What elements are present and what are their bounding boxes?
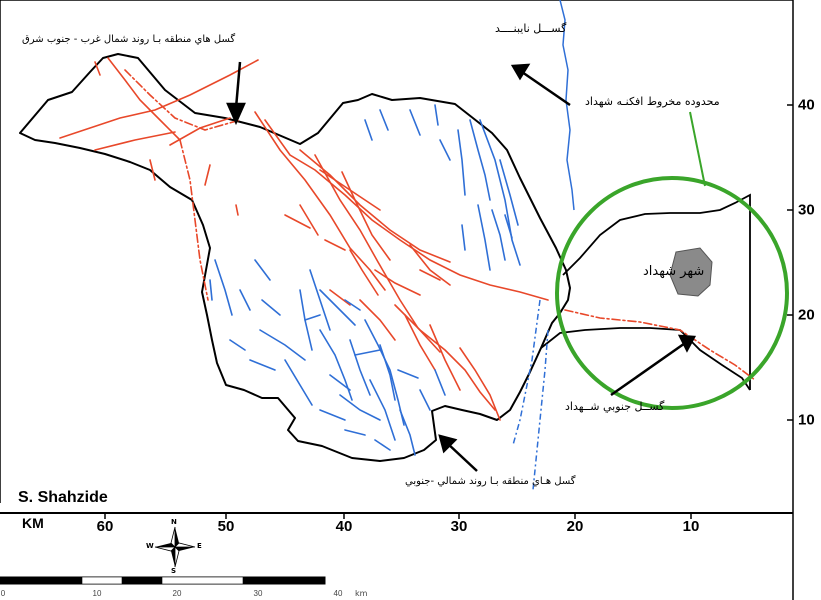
x-axis-unit: KM <box>22 515 44 531</box>
scale-label: 30 <box>253 589 263 598</box>
shahdad-fan-circle <box>555 176 789 410</box>
fan-outline-north <box>562 193 751 390</box>
ns-fault-dashed-1 <box>512 299 541 446</box>
map-frame <box>0 0 794 600</box>
scale-unit: km <box>355 589 368 598</box>
compass-e: E <box>197 542 202 550</box>
label-nw-se-faults: گسل هاي منطقه بـا روند شمال غرب - جنوب ش… <box>22 34 236 45</box>
shahdad-city <box>669 247 713 297</box>
scale-label: 40 <box>333 589 343 598</box>
label-shahdad-fan-area: محدوده مخروط افكنـه شهداد <box>585 95 720 108</box>
scale-label: 20 <box>172 589 182 598</box>
x-axis-ticks <box>104 513 692 519</box>
label-nayband-fault: گســـل نايبنــــد <box>495 22 567 35</box>
x-tick-label: 50 <box>217 518 235 535</box>
y-tick-label: 30 <box>798 201 815 219</box>
x-tick-label: 40 <box>335 518 353 535</box>
y-tick-label: 10 <box>798 411 815 429</box>
fan-outline-south <box>540 327 751 391</box>
y-axis-ticks <box>787 104 793 421</box>
x-tick-label: 20 <box>566 518 584 535</box>
ns-fault-dashed-2 <box>532 329 549 491</box>
nayband-fault <box>559 0 575 211</box>
scale-bar <box>0 576 326 585</box>
compass-n: N <box>171 518 177 526</box>
x-tick-label: 30 <box>450 518 468 535</box>
annotation-arrows <box>226 61 697 472</box>
label-south-shahdad-fault: گســل جنوبي شــهداد <box>565 400 665 413</box>
fan-leader-line <box>689 111 706 187</box>
x-tick-label: 10 <box>682 518 700 535</box>
x-tick-label: 60 <box>96 518 114 535</box>
y-tick-label: 20 <box>798 306 815 324</box>
label-shahdad-city: شهر شهداد <box>643 264 705 279</box>
compass-rose-icon <box>154 526 196 568</box>
scale-label: 0 <box>0 589 6 598</box>
label-ns-faults: گسل هـاي منطقه بـا روند شمالي -جنوبي <box>405 476 576 487</box>
compass-s: S <box>171 567 177 575</box>
y-tick-label: 40 <box>798 96 815 114</box>
basin-boundary <box>19 53 571 462</box>
compass-w: W <box>146 542 154 550</box>
ns-faults <box>209 104 521 456</box>
nw-se-faults <box>59 57 756 421</box>
author-label: S. Shahzide <box>18 489 108 506</box>
scale-label: 10 <box>92 589 102 598</box>
